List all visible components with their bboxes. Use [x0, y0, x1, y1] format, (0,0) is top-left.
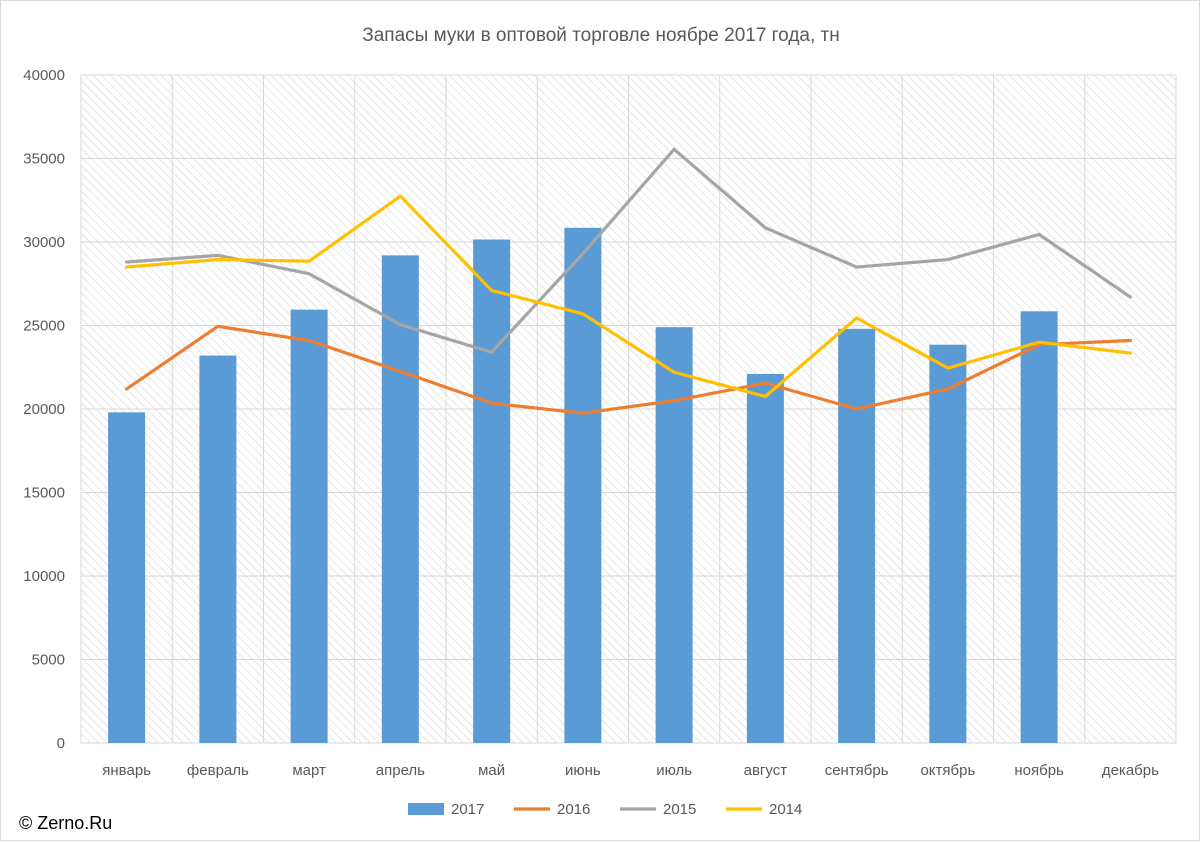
x-tick-label: май — [478, 762, 505, 779]
bar-2017-4 — [473, 239, 511, 743]
legend-item-2014: 2014 — [726, 801, 802, 818]
legend-label: 2015 — [663, 801, 696, 818]
legend-item-2015: 2015 — [620, 801, 696, 818]
y-tick-label: 25000 — [23, 318, 65, 335]
bar-2017-0 — [108, 412, 146, 743]
x-tick-label: октябрь — [920, 762, 975, 779]
line-series-2015 — [125, 147, 1132, 354]
x-tick-label: июль — [656, 762, 692, 779]
bar-2017-3 — [381, 255, 419, 744]
bar-2017-8 — [838, 328, 876, 743]
legend-label: 2016 — [557, 801, 590, 818]
y-tick-label: 5000 — [32, 652, 65, 669]
copyright-text: © Zerno.Ru — [19, 813, 113, 833]
x-tick-label: февраль — [187, 762, 249, 779]
legend-label: 2017 — [451, 801, 484, 818]
x-tick-label: декабрь — [1102, 762, 1159, 779]
legend-swatch — [408, 803, 444, 815]
line-series-2014 — [125, 194, 1132, 399]
bar-2017-9 — [929, 344, 967, 743]
bar-2017-5 — [564, 227, 602, 743]
x-tick-label: август — [744, 762, 788, 779]
x-tick-label: март — [292, 762, 326, 779]
bar-2017-10 — [1020, 311, 1058, 743]
y-tick-label: 20000 — [23, 401, 65, 418]
legend: 2017 2016 2015 2014 — [408, 801, 802, 818]
x-axis-ticks: январь февраль март апрель май июнь июль август… — [102, 762, 1159, 779]
legend-item-2017: 2017 — [408, 801, 484, 818]
x-tick-label: июнь — [565, 762, 601, 779]
x-tick-label: сентябрь — [825, 762, 889, 779]
y-tick-label: 10000 — [23, 568, 65, 585]
bar-2017-6 — [655, 327, 693, 743]
y-axis-ticks: 0 5000 10000 15000 20000 25000 30000 35000 40000 — [23, 67, 65, 752]
bar-2017-7 — [746, 373, 784, 743]
chart-title: Запасы муки в оптовой торговле ноябре 20… — [362, 25, 840, 46]
line-series — [125, 147, 1132, 415]
y-tick-label: 35000 — [23, 151, 65, 168]
bar-2017-1 — [199, 355, 237, 743]
x-tick-label: ноябрь — [1014, 762, 1064, 779]
y-tick-label: 0 — [57, 735, 65, 752]
bar-series — [108, 227, 1058, 744]
y-tick-label: 15000 — [23, 485, 65, 502]
x-tick-label: январь — [102, 762, 151, 779]
y-tick-label: 40000 — [23, 67, 65, 84]
legend-label: 2014 — [769, 801, 802, 818]
x-tick-label: апрель — [376, 762, 425, 779]
bar-2017-2 — [290, 309, 328, 743]
y-tick-label: 30000 — [23, 234, 65, 251]
line-series-2016 — [125, 324, 1132, 415]
legend-item-2016: 2016 — [514, 801, 590, 818]
